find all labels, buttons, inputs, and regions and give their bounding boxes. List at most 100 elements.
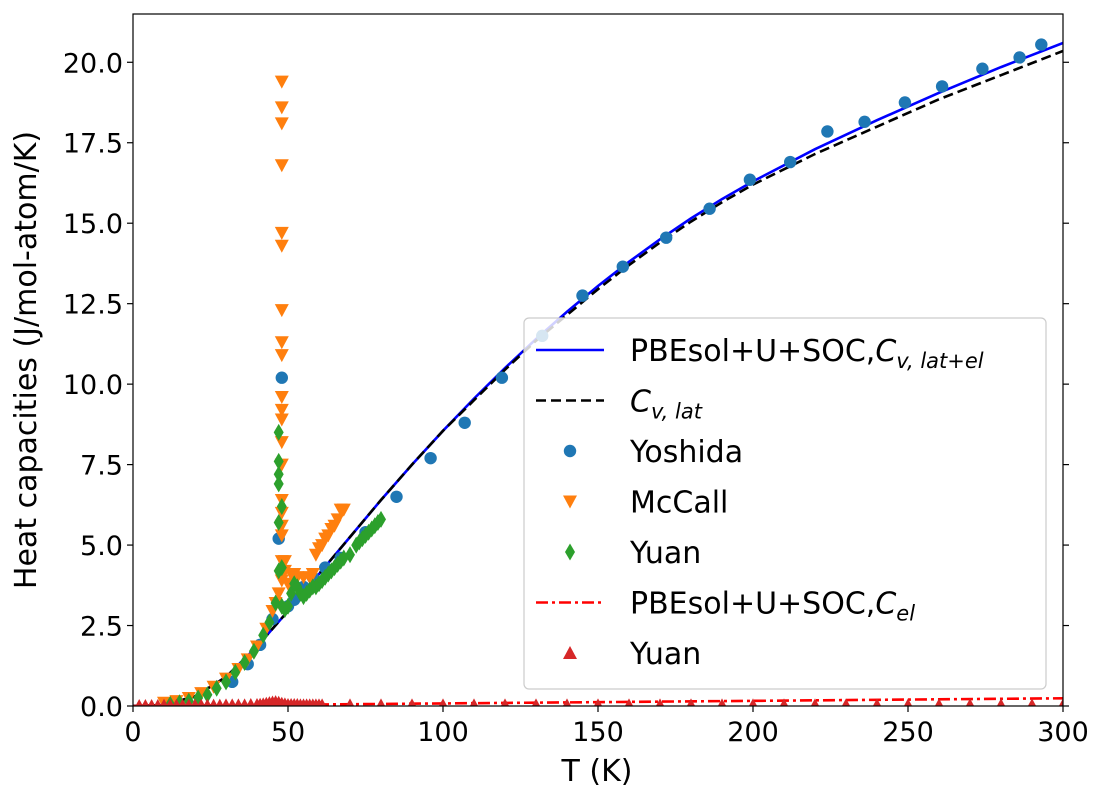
series-6-point <box>234 698 243 706</box>
series-2-point <box>275 371 288 384</box>
x-tick-label: 250 <box>882 717 934 748</box>
series-4-point <box>273 452 284 470</box>
legend-label-2: Yoshida <box>629 435 743 470</box>
series-3-point <box>305 568 320 582</box>
series-6-point <box>221 698 231 706</box>
series-6-point <box>500 698 510 706</box>
series-2-point <box>390 490 403 503</box>
series-6-point <box>562 698 572 706</box>
x-axis-label: T (K) <box>561 754 633 789</box>
series-3-point <box>274 403 289 417</box>
y-tick-label: 17.5 <box>63 129 123 160</box>
series-4-point <box>264 613 275 631</box>
series-6-point <box>154 699 162 706</box>
series-6-point <box>469 698 479 706</box>
series-6-point <box>166 698 175 706</box>
series-2-point <box>1035 38 1048 51</box>
y-tick-label: 12.5 <box>63 290 123 321</box>
series-2-point <box>858 115 871 129</box>
series-6-point <box>779 698 789 706</box>
series-6-point <box>240 698 249 706</box>
series-4-point <box>202 686 213 704</box>
series-6-point <box>184 698 193 706</box>
series-6-point <box>345 698 355 706</box>
series-2-point <box>495 371 509 384</box>
series-2-point <box>1013 51 1026 64</box>
series-6-point <box>160 698 168 706</box>
series-6-point <box>841 698 851 706</box>
series-6-point <box>655 698 665 706</box>
series-6-point <box>438 698 448 706</box>
axes: 0 50 100 150 200 250 300 0.0 2.5 5.0 7.5 10.0 12.5 15… <box>63 13 1089 748</box>
series-3-point <box>336 503 351 517</box>
series-2-point <box>976 62 989 75</box>
series-6-point <box>810 698 820 706</box>
y-tick-label: 5.0 <box>80 531 123 562</box>
series-4-point <box>283 597 293 615</box>
x-tick-label: 150 <box>572 717 624 748</box>
series-6-point <box>965 698 975 706</box>
series-6-point <box>135 699 143 706</box>
series-6-point <box>215 698 224 706</box>
series-4-point <box>376 510 386 528</box>
legend-label-3: McCall <box>630 486 728 521</box>
plot-area <box>133 38 1063 706</box>
series-3-point <box>274 75 289 89</box>
x-tick-label: 0 <box>124 717 141 748</box>
legend-label-0: PBEsol+U+SOC,Cv, lat+el <box>630 334 984 373</box>
series-3-point <box>274 529 289 543</box>
series-3-point <box>274 336 289 350</box>
series-6-point <box>246 698 256 706</box>
y-tick-label: 2.5 <box>80 612 123 643</box>
series-6-point <box>172 698 181 706</box>
series-3-point <box>274 101 289 115</box>
series-6-point <box>407 698 417 706</box>
series-6-point <box>934 698 944 706</box>
series-4-point <box>345 546 355 564</box>
series-4-point <box>276 497 287 515</box>
series-2-point <box>898 96 912 109</box>
series-2-point <box>424 451 437 465</box>
series-4-point <box>239 654 250 672</box>
series-6-point <box>147 699 156 706</box>
y-tick-label: 7.5 <box>80 451 123 482</box>
legend-handle-3 <box>563 495 577 509</box>
series-6-point <box>593 698 603 706</box>
legend-label-6: Yuan <box>629 637 701 672</box>
series-4-point <box>273 475 284 493</box>
series-4-point <box>211 679 222 697</box>
series-4-point <box>248 642 259 660</box>
series-3-point <box>274 413 289 427</box>
series-4-point <box>273 514 284 532</box>
series-6-point <box>1058 698 1063 706</box>
series-2-point <box>703 202 716 215</box>
series-6-point <box>624 698 634 706</box>
legend-handle-6 <box>563 646 577 659</box>
series-6-point <box>376 698 386 706</box>
series-2-point <box>935 80 949 93</box>
series-3-point <box>274 391 289 405</box>
series-4-point <box>230 663 241 681</box>
series-6-point <box>203 698 212 706</box>
legend-handle-2 <box>563 444 577 458</box>
series-2-point <box>743 173 757 186</box>
series-3-point <box>274 117 289 131</box>
series-2-point <box>458 416 471 429</box>
series-3-point <box>271 587 286 601</box>
series-3-point <box>274 239 289 253</box>
series-3-point <box>274 349 289 363</box>
series-6-point <box>197 698 206 706</box>
series-6-markers <box>135 695 1063 706</box>
legend-label-4: Yuan <box>629 536 701 571</box>
y-axis-label: Heat capacities (J/mol-atom/K) <box>9 131 44 589</box>
series-2-point <box>821 125 834 138</box>
series-3-point <box>277 555 292 569</box>
series-6-point <box>748 698 758 706</box>
series-6-point <box>141 699 150 706</box>
legend-label-5: PBEsol+U+SOC,Cel <box>630 587 915 626</box>
series-6-point <box>191 698 199 706</box>
series-6-point <box>717 698 727 706</box>
series-4-markers <box>165 423 386 706</box>
series-2-point <box>784 155 797 169</box>
